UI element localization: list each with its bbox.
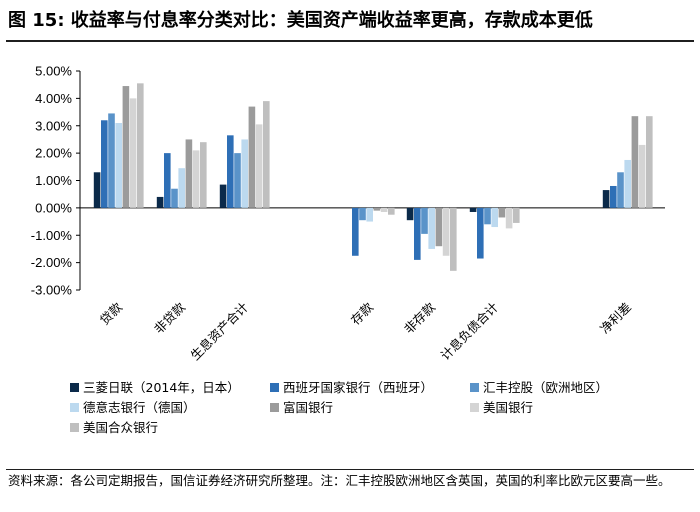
- legend-swatch: [470, 403, 479, 412]
- bar: [101, 120, 108, 208]
- bar: [491, 207, 498, 228]
- footer-divider: [6, 469, 694, 470]
- chart-title: 图 15: 收益率与付息率分类对比：美国资产端收益率更高，存款成本更低: [8, 10, 593, 31]
- bar: [406, 207, 414, 221]
- bar: [624, 159, 631, 208]
- bar: [122, 86, 130, 208]
- legend-label: 美国银行: [483, 400, 533, 415]
- bar: [442, 207, 450, 256]
- bar: [227, 135, 234, 208]
- legend-label: 美国合众银行: [83, 420, 158, 435]
- bar: [469, 207, 477, 212]
- source-note: 资料来源：各公司定期报告，国信证券经济研究所整理。注：汇丰控股欧洲地区含英国，英…: [8, 473, 671, 488]
- y-tick-label: 5.00%: [35, 64, 72, 79]
- legend-label: 富国银行: [283, 400, 333, 415]
- bar: [359, 207, 366, 221]
- bar: [505, 207, 513, 229]
- bar: [638, 144, 646, 208]
- legend-swatch: [270, 403, 279, 412]
- y-tick-label: 2.00%: [35, 146, 72, 161]
- y-tick-label: 4.00%: [35, 91, 72, 106]
- y-tick-label: 3.00%: [35, 118, 72, 133]
- category-label: 生息资产合计: [187, 299, 251, 363]
- bar: [352, 207, 359, 256]
- bar: [164, 153, 171, 208]
- y-tick-label: -3.00%: [31, 283, 73, 298]
- legend-swatch: [70, 423, 79, 432]
- bar: [137, 83, 144, 208]
- bar: [610, 185, 617, 208]
- bar: [477, 207, 484, 259]
- bar: [234, 153, 241, 208]
- bar: [241, 139, 248, 208]
- bar: [631, 116, 639, 208]
- bar: [373, 207, 381, 211]
- category-label: 贷款: [97, 299, 126, 328]
- bar: [513, 207, 520, 223]
- legend-swatch: [470, 383, 479, 392]
- y-tick-label: 1.00%: [35, 173, 72, 188]
- bar: [366, 207, 373, 222]
- bar: [450, 207, 457, 271]
- legend-label: 德意志银行（德国）: [83, 400, 196, 415]
- bar: [255, 124, 263, 208]
- category-label: 净利差: [597, 299, 634, 336]
- category-label: 计息负债合计: [437, 299, 501, 363]
- category-label: 存款: [348, 299, 377, 328]
- bar: [115, 123, 122, 208]
- bar: [617, 172, 624, 208]
- bar: [421, 207, 428, 234]
- bar: [428, 207, 435, 249]
- legend-label: 汇丰控股（欧洲地区）: [483, 380, 608, 395]
- title-divider: [6, 40, 694, 42]
- y-tick-label: 0.00%: [35, 200, 72, 215]
- bar: [388, 207, 395, 215]
- bar: [171, 188, 178, 208]
- bar: [380, 207, 388, 212]
- bar: [178, 168, 185, 208]
- bar: [200, 142, 207, 208]
- legend-label: 西班牙国家银行（西班牙）: [283, 380, 433, 395]
- bar: [192, 150, 200, 208]
- legend-label: 三菱日联（2014年，日本）: [83, 380, 240, 395]
- bar: [263, 101, 270, 208]
- bar: [185, 139, 193, 208]
- legend-swatch: [270, 383, 279, 392]
- bar: [219, 184, 227, 208]
- bar: [129, 98, 137, 208]
- y-tick-label: -2.00%: [31, 255, 73, 270]
- category-label: 非存款: [401, 299, 438, 336]
- y-tick-label: -1.00%: [31, 228, 73, 243]
- bar: [248, 106, 256, 208]
- bar: [108, 113, 115, 208]
- bar: [414, 207, 421, 260]
- bar: [646, 116, 653, 208]
- bar: [484, 207, 491, 225]
- bar: [93, 172, 101, 208]
- bar: [602, 190, 610, 208]
- category-label: 非贷款: [151, 299, 188, 336]
- legend-swatch: [70, 383, 79, 392]
- bar-chart: 5.00% 4.00% 3.00% 2.00% 1.00% 0.00% -1.00% -2.0…: [31, 64, 665, 435]
- bar: [498, 207, 506, 218]
- bar: [435, 207, 443, 247]
- bar: [156, 196, 164, 208]
- legend-swatch: [70, 403, 79, 412]
